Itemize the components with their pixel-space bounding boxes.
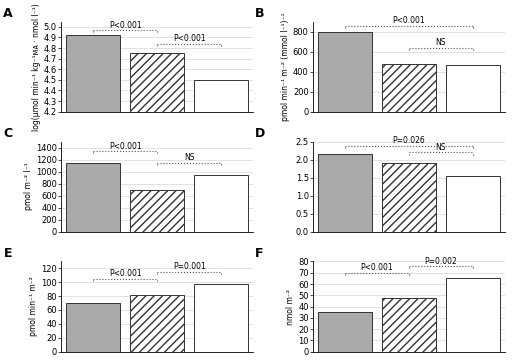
Bar <box>446 65 500 112</box>
Text: P<0.001: P<0.001 <box>173 34 205 43</box>
Text: P=0.026: P=0.026 <box>393 136 425 145</box>
Y-axis label: pmol m⁻² l⁻¹: pmol m⁻² l⁻¹ <box>24 163 33 210</box>
Bar <box>317 312 372 352</box>
Text: P<0.001: P<0.001 <box>109 142 141 151</box>
Bar <box>382 163 436 232</box>
Text: NS: NS <box>436 143 446 152</box>
Y-axis label: nmol m⁻²: nmol m⁻² <box>286 289 295 325</box>
Text: P=0.002: P=0.002 <box>424 257 457 265</box>
Y-axis label: pmol min⁻¹ m⁻² (mmol l⁻¹)⁻¹: pmol min⁻¹ m⁻² (mmol l⁻¹)⁻¹ <box>281 12 290 121</box>
Bar <box>446 278 500 352</box>
Text: B: B <box>255 7 265 20</box>
Text: P<0.001: P<0.001 <box>109 21 141 29</box>
Bar <box>130 190 184 232</box>
Text: NS: NS <box>436 38 446 47</box>
Bar <box>382 297 436 352</box>
Bar <box>317 154 372 232</box>
Bar <box>194 284 248 352</box>
Bar <box>130 54 184 364</box>
Bar <box>194 175 248 232</box>
Y-axis label: log(μmol min⁻¹ kg⁻¹ᴍᴀ · nmol l⁻¹): log(μmol min⁻¹ kg⁻¹ᴍᴀ · nmol l⁻¹) <box>32 3 41 131</box>
Text: C: C <box>4 127 12 140</box>
Text: P<0.001: P<0.001 <box>109 269 141 278</box>
Bar <box>66 35 120 364</box>
Text: A: A <box>4 7 13 20</box>
Bar <box>130 295 184 352</box>
Bar <box>317 32 372 112</box>
Text: F: F <box>255 247 264 260</box>
Text: P=0.001: P=0.001 <box>173 262 205 272</box>
Text: D: D <box>255 127 266 140</box>
Bar <box>66 163 120 232</box>
Y-axis label: pmol min⁻¹ m⁻²: pmol min⁻¹ m⁻² <box>29 277 38 336</box>
Bar <box>194 80 248 364</box>
Text: E: E <box>4 247 12 260</box>
Bar <box>382 64 436 112</box>
Bar <box>66 303 120 352</box>
Bar <box>446 176 500 232</box>
Text: NS: NS <box>184 153 195 162</box>
Text: P<0.001: P<0.001 <box>393 16 425 25</box>
Text: P<0.001: P<0.001 <box>360 263 393 272</box>
